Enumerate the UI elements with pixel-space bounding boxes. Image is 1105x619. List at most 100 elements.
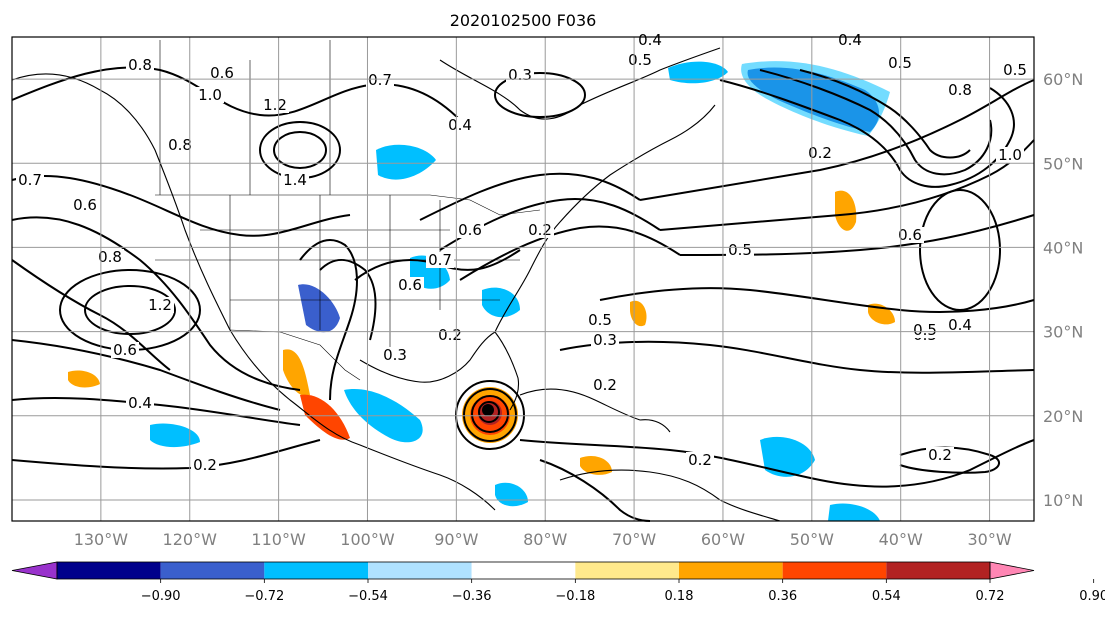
colorbar-segment xyxy=(160,562,265,579)
contour-label: 0.6 xyxy=(458,221,482,239)
contour-label-bg xyxy=(996,147,1024,163)
colorbar-segment xyxy=(575,562,679,579)
latitude-tick-labels: 10°N 20°N 30°N 40°N 50°N 60°N xyxy=(1043,70,1083,510)
red-patch-mexico xyxy=(300,394,350,440)
colorbar xyxy=(11,561,1095,583)
plot-frame xyxy=(11,36,1035,522)
contour-label: 0.2 xyxy=(193,456,217,474)
contour-label-bg xyxy=(886,55,914,71)
contour-label-bg xyxy=(166,137,194,153)
lon-tick-label: 110°W xyxy=(251,530,306,549)
colorbar-segment xyxy=(264,562,368,579)
contour-label-bg xyxy=(111,342,139,358)
contour-ne-1 xyxy=(419,172,641,221)
colorbar-tick-label: −0.18 xyxy=(555,589,595,604)
contour-label: 0.3 xyxy=(383,346,407,364)
contour-label: 0.7 xyxy=(18,171,42,189)
contour-label-bg xyxy=(71,197,99,213)
contour-label-bg xyxy=(426,252,454,268)
contour-label-bg xyxy=(396,277,424,293)
contour-label: 1.0 xyxy=(998,146,1022,164)
lon-tick-label: 30°W xyxy=(967,530,1011,549)
contour-label: 0.2 xyxy=(688,451,712,469)
contour-label: 0.4 xyxy=(448,116,472,134)
colorbar-tick-label: 0.54 xyxy=(872,589,901,604)
lat-tick-label: 20°N xyxy=(1043,407,1083,426)
lon-tick-label: 60°W xyxy=(701,530,745,549)
colorbar-segment xyxy=(886,562,990,579)
lightblue-patch-atlantic xyxy=(741,61,890,136)
contour-atl-low-1 xyxy=(719,79,1015,188)
contour-label-bg xyxy=(836,32,864,48)
colorbar-segment xyxy=(782,562,887,579)
coastline-gulf xyxy=(359,331,520,411)
border-states-1 xyxy=(229,195,441,360)
contour-2 xyxy=(11,175,351,237)
contour-label: 0.7 xyxy=(428,251,452,269)
contour-label-bg xyxy=(626,52,654,68)
contour-label: 0.4 xyxy=(838,31,862,49)
lat-tick-label: 40°N xyxy=(1043,238,1083,257)
contour-label: 0.5 xyxy=(1003,61,1027,79)
contour-hurricane-4 xyxy=(478,401,500,423)
colorbar-segment xyxy=(679,562,783,579)
gridlines xyxy=(12,37,1034,521)
contour-label: 0.5 xyxy=(888,54,912,72)
contour-6 xyxy=(11,396,301,426)
colorbar-tick-label: 0.18 xyxy=(665,589,694,604)
contour-label-bg xyxy=(126,395,154,411)
contour-label-bg xyxy=(911,322,939,338)
colorbar-tick-label: −0.72 xyxy=(244,589,284,604)
contour-label: 1.4 xyxy=(283,171,307,189)
colorbar-tick-label: −0.54 xyxy=(348,589,388,604)
contour-label: 0.6 xyxy=(210,64,234,82)
contour-label-bg xyxy=(591,377,619,393)
orange-patch-pac xyxy=(68,370,100,388)
coastline-hispaniola xyxy=(639,419,671,433)
contour-label-bg xyxy=(526,222,554,238)
map-plot-area: 0.8 0.6 0.7 1.0 1.2 1.4 0.8 0.7 0.3 0.4 0.5 0.4 0.5 0… xyxy=(11,31,1035,522)
contour-label-bg xyxy=(726,242,754,258)
border-us-canada xyxy=(155,194,541,216)
contour-label-bg xyxy=(196,87,224,103)
contour-label-bg xyxy=(96,249,124,265)
contour-label: 1.2 xyxy=(148,296,172,314)
contour-label: 0.3 xyxy=(593,331,617,349)
contour-trop-1 xyxy=(519,439,1035,488)
contour-label: 0.2 xyxy=(593,376,617,394)
contour-4 xyxy=(11,259,171,371)
contour-atl-low-3 xyxy=(799,69,971,159)
contour-label: 0.4 xyxy=(948,316,972,334)
colorbar-tick-label: 0.90 xyxy=(1079,589,1105,604)
contour-5 xyxy=(11,339,281,411)
contour-ring-2 xyxy=(273,131,327,169)
contour-mid-atl-1 xyxy=(599,287,1035,313)
contour-label-bg xyxy=(686,452,714,468)
contour-label: 0.2 xyxy=(528,221,552,239)
colorbar-extend-low xyxy=(11,561,58,580)
contour-label-bg xyxy=(456,222,484,238)
contour-label: 0.5 xyxy=(588,311,612,329)
contour-label-bg xyxy=(126,57,154,73)
colorbar-segment xyxy=(471,562,576,579)
lat-tick-label: 10°N xyxy=(1043,491,1083,510)
contour-label-bg xyxy=(586,312,614,328)
blue-patch-canada xyxy=(668,61,728,84)
contour-label: 0.2 xyxy=(928,446,952,464)
contour-atl-low-2 xyxy=(759,69,993,176)
contour-hurricane-3 xyxy=(471,395,509,433)
coastline-cuba xyxy=(519,388,641,421)
coastline-hudson xyxy=(439,59,581,120)
contour-label-bg xyxy=(946,317,974,333)
contour-label-bg xyxy=(261,97,289,113)
lon-tick-label: 130°W xyxy=(74,530,129,549)
contour-ne-3 xyxy=(459,225,681,281)
contour-label: 0.6 xyxy=(898,226,922,244)
contour-label: 0.8 xyxy=(948,81,972,99)
colorbar-segment xyxy=(368,562,472,579)
colorbar-tick-label: −0.90 xyxy=(141,589,181,604)
contour-label: 0.7 xyxy=(368,71,392,89)
contour-ring-4 xyxy=(84,285,176,335)
contour-sa xyxy=(539,459,651,522)
